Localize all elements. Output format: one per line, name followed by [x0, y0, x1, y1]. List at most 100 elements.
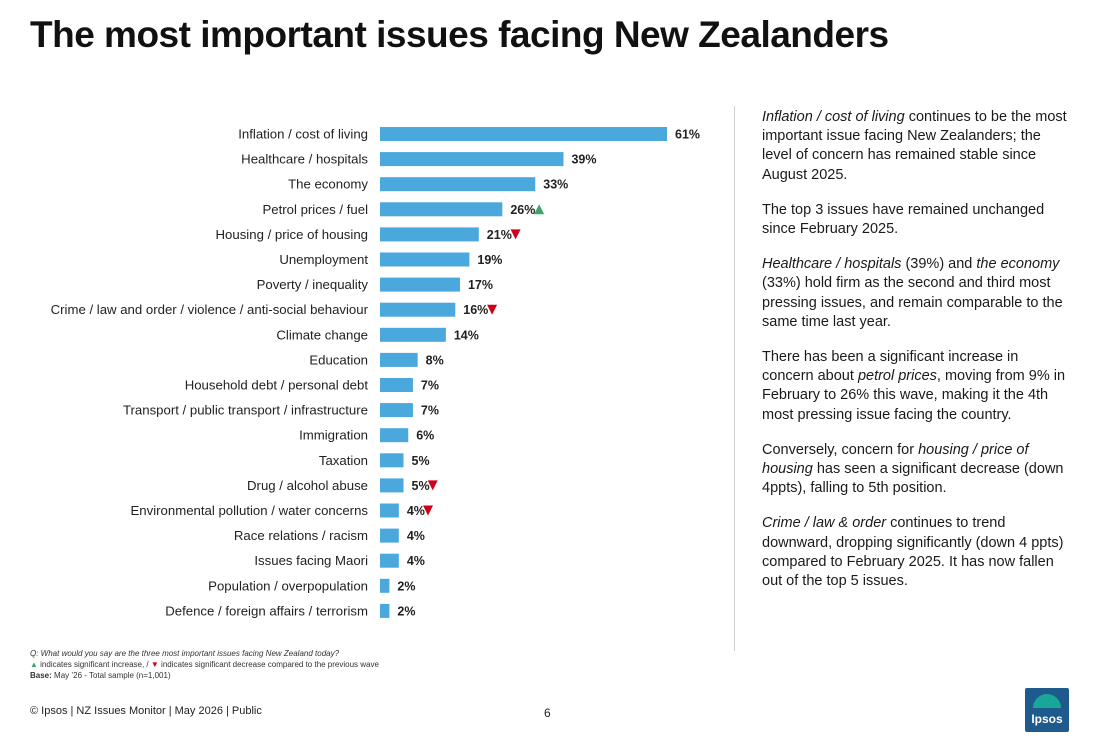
commentary-text: the economy	[976, 256, 1060, 273]
value-label: 19%	[477, 253, 502, 267]
commentary-text: Healthcare / hospitals	[762, 256, 902, 273]
question-note: Q: What would you say are the three most…	[30, 649, 340, 658]
significant-increase-icon	[534, 204, 545, 215]
bar	[380, 227, 479, 242]
bar	[380, 503, 399, 518]
legend-down-text: indicates significant decrease compared …	[161, 660, 379, 669]
significant-decrease-icon	[427, 480, 438, 491]
bar	[380, 252, 470, 267]
value-label: 61%	[675, 128, 700, 142]
category-label: Climate change	[276, 327, 368, 342]
category-label: The economy	[288, 177, 368, 192]
bar	[380, 453, 404, 468]
commentary-text: Inflation / cost of living	[762, 109, 905, 125]
commentary-text: continues to be the most important issue…	[762, 109, 1067, 183]
page-number: 6	[544, 706, 551, 720]
value-label: 39%	[571, 153, 596, 167]
bar	[380, 578, 390, 593]
divider	[734, 106, 735, 651]
category-label: Defence / foreign affairs / terrorism	[165, 603, 368, 618]
significant-decrease-icon	[423, 505, 434, 516]
base-label: Base:	[30, 671, 52, 680]
logo-text: Ipsos	[1031, 712, 1063, 726]
category-label: Inflation / cost of living	[238, 127, 368, 142]
commentary-paragraph: Conversely, concern for housing / price …	[762, 441, 1072, 499]
bar	[380, 478, 404, 493]
commentary-text: (33%) hold firm as the second and third …	[762, 275, 1063, 330]
bar	[380, 152, 564, 167]
value-label: 4%	[407, 504, 425, 518]
bar	[380, 603, 390, 618]
bar	[380, 378, 413, 392]
significance-legend: ▲ indicates significant increase, / ▼ in…	[30, 659, 379, 670]
value-label: 33%	[543, 178, 568, 192]
bar	[380, 177, 536, 192]
value-label: 14%	[454, 328, 479, 342]
commentary-text: Crime / law & order	[762, 515, 887, 532]
commentary-text: continues to trend downward, dropping si…	[762, 515, 1064, 590]
significant-decrease-icon	[510, 229, 521, 240]
category-label: Crime / law and order / violence / anti-…	[51, 302, 369, 317]
bar	[380, 428, 409, 443]
page-title: The most important issues facing New Zea…	[30, 14, 889, 55]
triangle-up-icon: ▲	[30, 660, 38, 669]
category-label: Household debt / personal debt	[185, 378, 369, 393]
value-label: 5%	[412, 454, 430, 468]
value-label: 21%	[487, 228, 512, 242]
logo-arc-icon	[1033, 694, 1061, 708]
category-label: Population / overpopulation	[208, 578, 368, 593]
bar	[380, 302, 456, 317]
value-label: 4%	[407, 554, 425, 568]
footnotes: Q: What would you say are the three most…	[30, 648, 379, 681]
value-label: 2%	[397, 579, 415, 593]
commentary-text: housing / price of housing	[762, 441, 1029, 478]
category-label: Education	[309, 352, 368, 367]
bar	[380, 277, 460, 292]
commentary-paragraph: There has been a significant increase in…	[762, 348, 1072, 425]
commentary-text: There has been a significant increase in…	[762, 349, 1019, 385]
footer-text: © Ipsos | NZ Issues Monitor | May 2026 |…	[30, 705, 262, 717]
legend-up-text: indicates significant increase, /	[40, 660, 149, 669]
value-label: 26%	[510, 203, 535, 217]
commentary-text: petrol prices	[857, 368, 937, 385]
value-label: 7%	[421, 379, 439, 393]
category-label: Drug / alcohol abuse	[247, 478, 368, 493]
category-label: Immigration	[299, 428, 368, 443]
category-label: Taxation	[319, 453, 368, 468]
commentary-text: The top 3 issues have remained unchanged…	[762, 201, 1045, 238]
value-label: 17%	[468, 278, 493, 292]
significant-decrease-icon	[487, 304, 498, 315]
value-label: 6%	[416, 429, 434, 443]
bar	[380, 528, 399, 543]
issues-bar-chart: Inflation / cost of living 61% Healthcare …	[51, 127, 700, 619]
value-label: 7%	[421, 404, 439, 418]
value-label: 4%	[407, 529, 425, 543]
category-label: Unemployment	[279, 252, 368, 267]
base-note: Base: May ’26 - Total sample (n=1,001)	[30, 670, 379, 681]
bar	[380, 327, 446, 342]
category-label: Poverty / inequality	[257, 277, 369, 292]
commentary-paragraph: Inflation / cost of living continues to …	[762, 108, 1072, 185]
commentary-paragraph: Healthcare / hospitals (39%) and the eco…	[762, 255, 1072, 332]
commentary-panel: Inflation / cost of living continues to …	[762, 108, 1072, 607]
commentary-text: , moving from 9% in February to 26% this…	[762, 368, 1066, 423]
bar	[380, 202, 503, 217]
value-label: 5%	[412, 479, 430, 493]
category-label: Transport / public transport / infrastru…	[123, 403, 368, 418]
commentary-text: has seen a significant decrease (down 4p…	[762, 461, 1064, 497]
commentary-text: Conversely, concern for	[762, 441, 919, 458]
commentary-paragraph: Crime / law & order continues to trend d…	[762, 514, 1072, 591]
commentary-text: (39%) and	[901, 256, 977, 273]
value-label: 2%	[397, 604, 415, 618]
commentary-paragraph: The top 3 issues have remained unchanged…	[762, 201, 1072, 239]
bar	[380, 127, 667, 141]
category-label: Housing / price of housing	[216, 227, 368, 242]
triangle-down-icon: ▼	[150, 660, 159, 669]
value-label: 16%	[463, 303, 488, 317]
category-label: Petrol prices / fuel	[262, 202, 368, 217]
bar	[380, 553, 399, 568]
bar	[380, 352, 418, 367]
ipsos-logo: Ipsos	[1025, 688, 1069, 732]
category-label: Issues facing Maori	[254, 553, 368, 568]
category-label: Environmental pollution / water concerns	[131, 503, 369, 518]
